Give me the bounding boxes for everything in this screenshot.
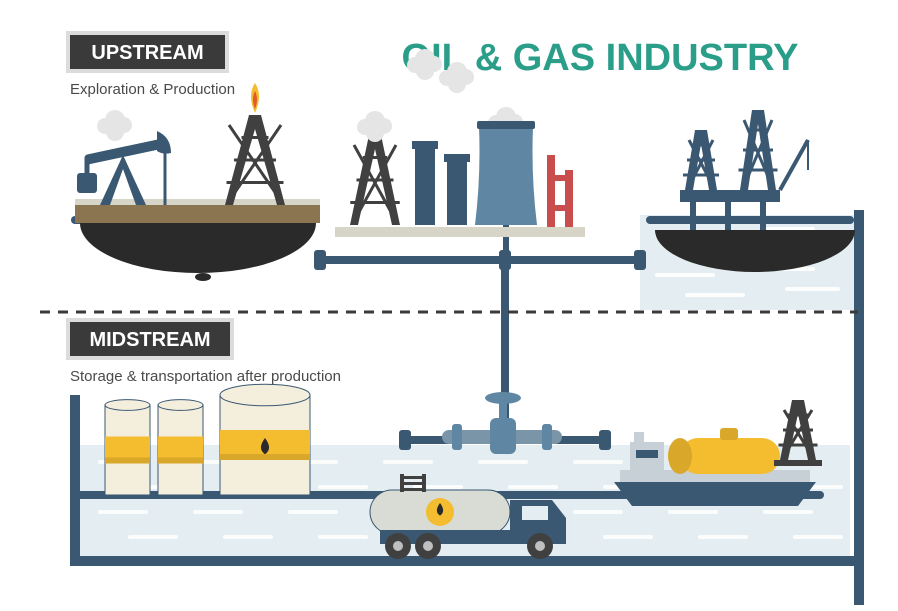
- subtitle-upstream: Exploration & Production: [70, 81, 235, 98]
- badge-upstream: UPSTREAM: [66, 31, 229, 73]
- tank-icon-1: [158, 400, 203, 495]
- valve-icon: [442, 392, 562, 454]
- flare-derrick-icon: [225, 83, 285, 205]
- infographic-canvas: OIL & GAS INDUSTRYUPSTREAMExploration & …: [0, 0, 898, 611]
- upstream-land: [75, 199, 320, 281]
- badge-midstream: MIDSTREAM: [66, 318, 234, 360]
- tank-icon-2: [220, 384, 310, 495]
- pumpjack-icon: [77, 110, 171, 205]
- refinery-plant-icon: [335, 49, 585, 255]
- badge-label-upstream: UPSTREAM: [91, 42, 203, 64]
- offshore-platform-icon: [680, 110, 808, 230]
- subtitle-midstream: Storage & transportation after productio…: [70, 368, 341, 385]
- tank-icon-0: [105, 400, 150, 495]
- badge-label-midstream: MIDSTREAM: [89, 329, 210, 351]
